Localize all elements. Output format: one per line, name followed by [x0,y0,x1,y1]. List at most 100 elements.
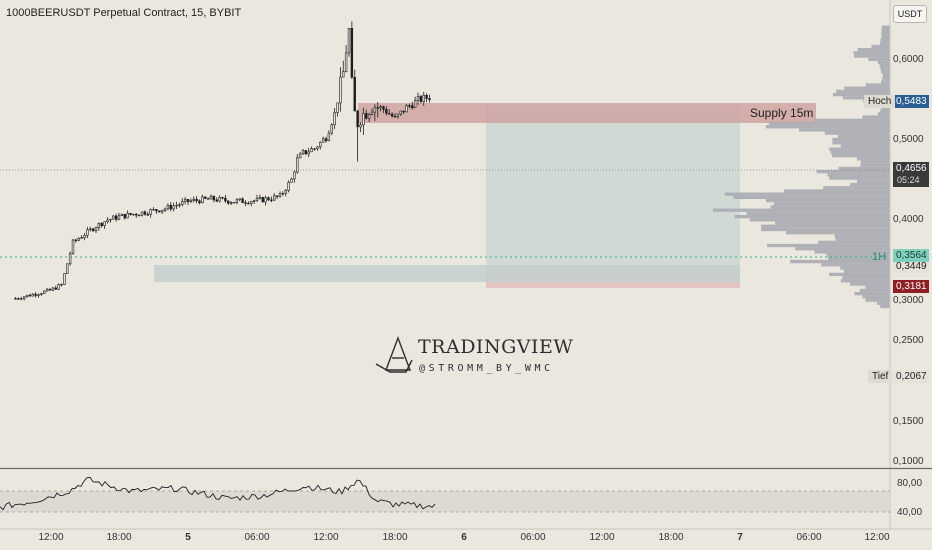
rsi-tick: 40,00 [897,507,923,518]
candle-body [261,197,264,203]
candle-body [419,96,423,102]
low-label: Tief [868,370,893,383]
candle-body [356,110,359,128]
price-tick: 0,4000 [893,214,924,225]
candle-body [321,138,325,143]
price-tick: 0,3000 [893,295,924,306]
candle-body [411,105,414,109]
candle-body [379,106,382,109]
candle-body [22,296,26,300]
red-price-tag: 0,3181 [893,280,929,293]
time-tick-day: 7 [737,532,743,543]
candle-body [255,197,259,201]
volume-profile-bar [838,134,890,139]
volume-profile-bar [849,182,890,187]
volume-profile-bar [746,211,890,216]
candle-body [123,213,126,219]
candle-body [298,153,302,159]
candle-body [241,198,244,203]
candle-body [408,105,411,107]
candle-body [158,210,161,213]
candle-body [192,198,195,201]
volume-profile-bar [832,92,890,97]
watermark-title: TRADINGVIEW [418,336,574,358]
volume-profile-bar [860,163,890,167]
candle-body [402,110,405,113]
volume-profile-bar [854,292,890,296]
candle-body [114,215,118,220]
candle-body [198,200,201,204]
volume-profile-bar [712,208,890,212]
candle-body [235,199,239,203]
candle-body [373,107,377,113]
candle-body [17,298,20,300]
candle-body [393,115,397,118]
volume-profile-bar [836,89,890,94]
candle-body [155,209,158,212]
volume-profile-bar [765,125,890,129]
high-price-tag: 0,5483 [893,95,929,108]
volume-profile-bar [856,179,890,183]
candle-body [319,141,322,148]
candle-body [212,195,216,201]
volume-profile-bar [859,288,890,293]
candle-body [376,107,379,109]
volume-profile-bar [832,141,890,145]
candle-body [94,227,98,232]
candle-body [281,193,285,195]
candle-body [350,28,354,78]
volume-profile-bar [790,259,890,264]
candle-body [195,198,198,202]
candle-body [342,71,345,78]
volume-profile-bar [881,25,890,29]
candle-body [333,112,336,126]
currency-button[interactable]: USDT [893,5,927,23]
volume-profile-bar [868,57,890,61]
volume-profile-bar [877,112,890,116]
candle-body [385,109,388,114]
volume-profile-bar [881,70,890,74]
candle-body [229,202,233,204]
volume-profile-bar [881,31,890,36]
candle-body [287,182,290,191]
price-tick: 0,1500 [893,416,924,427]
volume-profile-bar [829,272,890,277]
volume-profile-bar [770,205,890,209]
candle-body [425,94,428,99]
time-tick-day: 6 [461,532,467,543]
volume-profile-bar [843,269,890,273]
volume-profile-bar [842,275,890,280]
volume-profile-bar [835,237,890,241]
candle-body [353,77,356,112]
candle-body [264,197,267,203]
volume-profile-bar [879,41,890,45]
candle-body [91,228,95,232]
candle-body [307,151,310,155]
target-zone [486,105,740,267]
candle-body [74,239,78,242]
candle-body [48,288,52,291]
time-tick: 12:00 [864,532,890,543]
volume-profile-bar [818,240,890,244]
candle-body [175,204,178,207]
candle-body [258,197,262,199]
candle-body [284,190,287,194]
volume-profile-bar [862,115,890,119]
candle-body [316,146,319,149]
candle-body [54,287,57,290]
demand-zone [154,265,740,282]
candle-body [336,102,339,113]
volume-profile-bar [840,266,890,270]
volume-profile-bar [880,38,890,42]
candle-body [390,113,394,117]
volume-profile-bar [853,51,890,55]
candle-body [169,204,172,210]
candle-body [166,204,170,210]
candle-body [330,124,333,134]
candle-body [339,76,342,104]
candle-body [201,196,204,204]
volume-profile-bar [829,176,890,180]
candle-body [310,148,313,153]
time-tick: 12:00 [38,532,64,543]
